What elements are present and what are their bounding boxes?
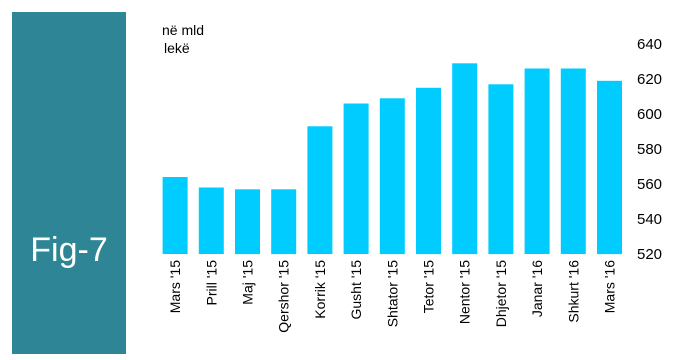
x-tick-label: Tetor '15 <box>421 260 437 313</box>
y-tick-label: 580 <box>637 141 662 158</box>
bar-3 <box>271 189 297 255</box>
x-tick-label: Dhjetor '15 <box>493 260 509 327</box>
bars-group <box>162 63 622 255</box>
x-tick-label: Shkurt '16 <box>565 260 581 323</box>
bar-10 <box>524 68 550 254</box>
x-tick-label: Janar '16 <box>529 260 545 317</box>
y-tick-label: 640 <box>637 36 662 53</box>
bar-0 <box>162 177 188 254</box>
bar-5 <box>343 103 369 254</box>
x-tick-label: Maj '15 <box>240 260 256 305</box>
bar-7 <box>416 87 441 255</box>
y-tick-label: 520 <box>637 246 662 263</box>
bar-1 <box>198 187 224 254</box>
bar-4 <box>307 126 333 254</box>
x-tick-label: Mars '15 <box>167 260 183 313</box>
y-tick-label: 620 <box>637 71 662 88</box>
bar-2 <box>235 189 260 255</box>
y-tick-label: 600 <box>637 106 662 123</box>
bar-8 <box>452 63 478 255</box>
y-tick-label: 540 <box>637 211 662 228</box>
side-panel: Fig-7 <box>12 12 126 354</box>
bar-9 <box>488 84 514 255</box>
x-tick-label: Nentor '15 <box>457 260 473 324</box>
unit-label-line1: në mld <box>162 22 204 38</box>
unit-label-line2: lekë <box>164 40 190 56</box>
bar-12 <box>597 80 622 255</box>
bar-11 <box>560 68 586 254</box>
bar-6 <box>379 98 405 255</box>
x-tick-label: Korrik '15 <box>312 260 328 319</box>
figure-label: Fig-7 <box>30 231 108 269</box>
y-tick-labels: 520 540 560 580 600 620 640 <box>637 36 662 263</box>
x-tick-labels: Mars '15 Prill '15 Maj '15 Qershor '15 Korri… <box>167 260 617 333</box>
x-tick-label: Shtator '15 <box>384 260 400 327</box>
x-tick-label: Gusht '15 <box>348 260 364 320</box>
x-tick-label: Prill '15 <box>203 260 219 306</box>
x-tick-label: Mars '16 <box>602 260 618 313</box>
x-tick-label: Qershor '15 <box>276 260 292 333</box>
y-tick-label: 560 <box>637 176 662 193</box>
